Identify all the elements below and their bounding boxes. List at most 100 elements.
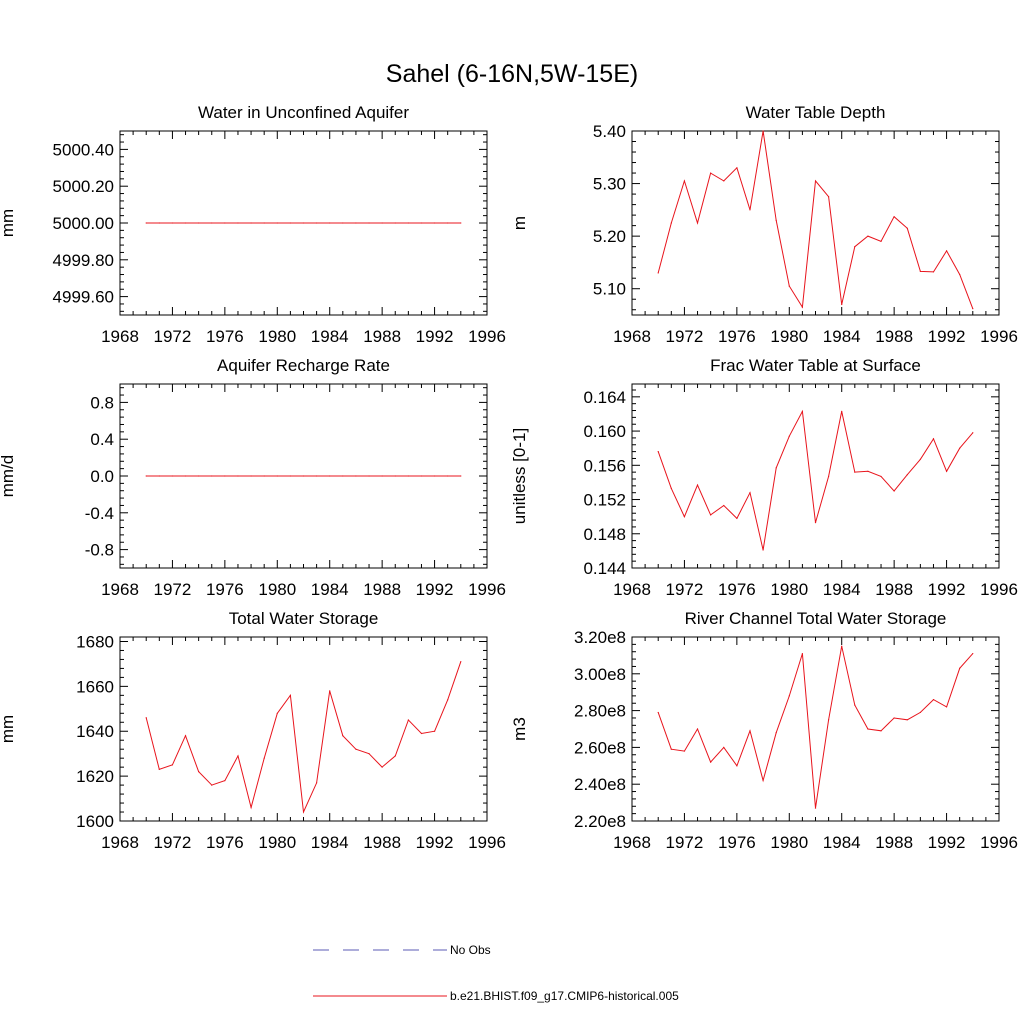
x-tick-label: 1980	[770, 327, 808, 346]
data-point	[736, 765, 738, 767]
data-point	[841, 410, 843, 412]
data-point	[696, 728, 699, 730]
data-point	[670, 748, 672, 750]
data-point	[342, 222, 344, 224]
panel-title: Water in Unconfined Aquifer	[198, 103, 409, 122]
data-point	[355, 475, 357, 477]
x-tick-label: 1972	[154, 327, 192, 346]
y-tick-label: 5000.20	[53, 177, 114, 196]
panel-3: Aquifer Recharge Rate mm/d 1968 1972 1976 198…	[0, 356, 506, 599]
data-point	[828, 475, 830, 478]
data-point	[880, 240, 882, 242]
data-point	[959, 667, 961, 669]
data-point	[657, 272, 659, 274]
data-point	[775, 467, 777, 469]
panel-4: Frac Water Table at Surface unitless [0-1…	[510, 356, 1018, 599]
data-point	[919, 270, 921, 272]
data-point	[932, 271, 935, 273]
data-point	[342, 475, 344, 477]
panel-5: Total Water Storage mm 1968 1972 1976 1980 198…	[0, 609, 506, 852]
data-point	[329, 690, 331, 692]
data-point	[945, 706, 948, 708]
y-tick-label: -0.8	[85, 541, 114, 560]
panel-title: Frac Water Table at Surface	[710, 356, 921, 375]
y-tick-label: 0.164	[583, 388, 626, 407]
data-point	[368, 222, 370, 224]
data-point	[263, 222, 265, 224]
data-point	[749, 730, 751, 732]
data-point	[775, 732, 777, 734]
y-tick-label: 5000.40	[53, 140, 114, 159]
x-tick-label: 1976	[718, 833, 756, 852]
data-point	[657, 711, 659, 714]
x-tick-label: 1972	[666, 327, 704, 346]
data-point	[237, 475, 239, 477]
data-point	[893, 717, 895, 719]
x-tick-label: 1996	[980, 327, 1018, 346]
y-tick-label: 3.20e8	[574, 628, 626, 647]
data-point	[919, 458, 921, 460]
data-point	[237, 222, 239, 224]
x-tick-label: 1992	[416, 833, 454, 852]
x-tick-label: 1976	[206, 327, 244, 346]
data-point	[906, 474, 908, 476]
x-tick-label: 1996	[980, 580, 1018, 599]
data-point	[394, 475, 396, 477]
data-point	[683, 750, 686, 752]
y-tick-label: -0.4	[85, 504, 114, 523]
data-point	[433, 730, 436, 732]
x-tick-label: 1984	[823, 833, 861, 852]
y-tick-label: 0.156	[583, 456, 626, 475]
y-axis-label: unitless [0-1]	[510, 428, 529, 524]
x-tick-label: 1988	[875, 580, 913, 599]
data-point	[171, 475, 174, 477]
data-point	[460, 475, 462, 477]
data-point	[224, 222, 226, 224]
panel-title: River Channel Total Water Storage	[685, 609, 947, 628]
y-axis-label: mm	[0, 209, 17, 237]
x-tick-label: 1968	[101, 327, 139, 346]
legend: No Obs b.e21.BHIST.f09_g17.CMIP6-histori…	[313, 943, 679, 1003]
data-point	[972, 308, 974, 310]
data-point	[237, 755, 239, 757]
data-point	[736, 167, 738, 169]
data-point	[184, 735, 187, 737]
x-tick-label: 1968	[613, 833, 651, 852]
data-point	[683, 180, 686, 182]
data-point	[316, 222, 318, 224]
data-point	[801, 652, 803, 655]
x-tick-label: 1976	[718, 580, 756, 599]
data-point	[972, 652, 974, 655]
data-point	[710, 514, 712, 516]
y-tick-label: 5.40	[593, 122, 626, 141]
data-point	[906, 227, 908, 229]
x-tick-label: 1984	[823, 580, 861, 599]
data-point	[710, 761, 712, 763]
data-point	[447, 699, 449, 701]
y-tick-label: 5.20	[593, 227, 626, 246]
data-point	[841, 645, 843, 647]
data-point	[814, 522, 817, 524]
data-point	[723, 180, 725, 182]
data-point	[184, 475, 187, 477]
panel-1: Water in Unconfined Aquifer mm 1968 1972 197…	[0, 103, 506, 346]
x-tick-label: 1984	[311, 833, 349, 852]
data-point	[841, 303, 843, 306]
data-point	[289, 694, 291, 696]
data-point	[932, 438, 935, 440]
x-tick-label: 1980	[770, 833, 808, 852]
data-point	[880, 730, 882, 732]
data-point	[710, 172, 712, 174]
data-point	[198, 771, 200, 773]
data-point	[959, 447, 961, 449]
x-tick-label: 1988	[875, 833, 913, 852]
data-point	[762, 779, 764, 782]
x-tick-label: 1968	[101, 833, 139, 852]
x-tick-label: 1992	[928, 580, 966, 599]
data-point	[368, 475, 370, 477]
x-tick-label: 1980	[258, 833, 296, 852]
data-point	[460, 661, 462, 663]
y-tick-label: 1640	[76, 722, 114, 741]
data-point	[158, 222, 160, 224]
data-point	[302, 475, 305, 477]
